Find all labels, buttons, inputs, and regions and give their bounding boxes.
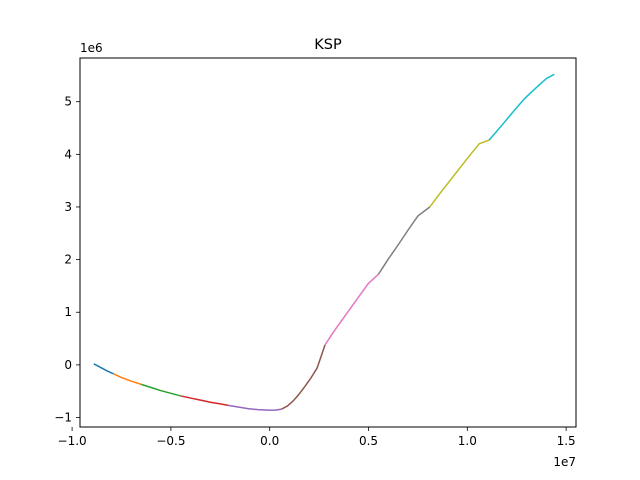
y-scale-label: 1e6 <box>80 41 103 55</box>
x-tick-label: −1.0 <box>58 434 87 448</box>
y-tick-label: −1 <box>54 411 72 425</box>
x-tick-label: 1.0 <box>458 434 477 448</box>
series-line-7 <box>324 273 379 346</box>
series-line-10 <box>488 73 555 141</box>
y-tick-label: 5 <box>64 95 72 109</box>
series-line-2 <box>113 373 142 386</box>
series-line-9 <box>429 139 490 208</box>
series-line-3 <box>141 383 181 397</box>
series-line-4 <box>180 395 229 407</box>
chart-title: KSP <box>314 37 342 53</box>
plot-area <box>80 58 576 427</box>
x-scale-label: 1e7 <box>553 455 576 469</box>
series-layer <box>93 73 555 411</box>
axes-layer <box>79 57 577 428</box>
y-axis-ticks: −1 0 1 2 3 4 5 <box>54 95 80 425</box>
x-tick-label: 0.5 <box>359 434 378 448</box>
x-axis-ticks: −1.0 −0.5 0.0 0.5 1.0 1.5 <box>58 427 576 448</box>
y-tick-label: 1 <box>64 305 72 319</box>
x-tick-label: −0.5 <box>156 434 185 448</box>
x-tick-label: 1.5 <box>557 434 576 448</box>
series-line-6 <box>281 344 326 410</box>
plot-frame <box>79 57 577 428</box>
y-tick-label: 3 <box>64 200 72 214</box>
y-tick-label: 2 <box>64 253 72 267</box>
y-tick-label: 4 <box>64 147 72 161</box>
series-line-1 <box>93 363 114 375</box>
series-line-5 <box>228 404 282 411</box>
y-tick-label: 0 <box>64 358 72 372</box>
series-line-8 <box>377 206 431 275</box>
x-tick-label: 0.0 <box>260 434 279 448</box>
